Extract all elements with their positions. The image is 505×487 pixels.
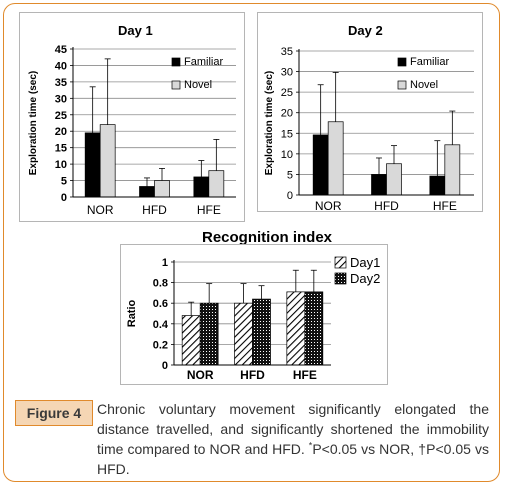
legend-label: Day1 xyxy=(350,255,380,270)
bar-familiar xyxy=(429,175,446,196)
y-tick-label: 35 xyxy=(55,77,67,89)
x-tick-label: HFE xyxy=(433,199,457,213)
y-tick-label: 0 xyxy=(287,190,293,202)
caption-sup-star: * xyxy=(308,440,313,451)
legend-swatch xyxy=(397,80,407,90)
bar-familiar xyxy=(312,134,329,196)
y-tick-label: 45 xyxy=(55,44,67,56)
y-tick-label: 0.6 xyxy=(153,298,168,310)
y-tick-label: 25 xyxy=(55,110,67,122)
x-tick-label: HFE xyxy=(293,368,317,382)
y-tick-label: 25 xyxy=(281,87,293,99)
legend-label: Novel xyxy=(410,79,438,91)
y-tick-label: 10 xyxy=(55,159,67,171)
chart-day1-panel: Day 1 0 5 10 15 20 25 30 35 40 45 NOR HFD HFE Explora… xyxy=(19,12,245,222)
y-tick-label: 0 xyxy=(162,360,168,372)
chart-day1-title: Day 1 xyxy=(118,23,153,38)
y-tick-label: 20 xyxy=(55,126,67,138)
caption-end: P<0.05 vs HFD. xyxy=(97,441,489,477)
chart-recognition-panel: 0 0.2 0.4 0.6 0.8 1 NOR HFD HFE Ratio Day1 Day2 xyxy=(120,244,388,385)
y-tick-label: 5 xyxy=(61,176,67,188)
bar-day2 xyxy=(252,298,271,366)
y-tick-label: 0.4 xyxy=(153,319,169,331)
x-tick-label: NOR xyxy=(315,199,342,213)
y-tick-label: 10 xyxy=(281,149,293,161)
bar-familiar xyxy=(84,132,101,198)
y-tick-label: 15 xyxy=(281,128,293,140)
legend-label: Familiar xyxy=(410,56,449,68)
x-tick-label: NOR xyxy=(187,368,214,382)
bar-day1 xyxy=(286,291,306,366)
y-tick-label: 20 xyxy=(281,108,293,120)
bar-familiar xyxy=(139,186,155,198)
chart-day1-svg: 0 5 10 15 20 25 30 35 40 45 NOR HFD HFE Exploration t… xyxy=(28,44,236,217)
chart-recognition-title: Recognition index xyxy=(202,229,333,246)
bar-novel xyxy=(154,180,170,198)
figure-caption: Chronic voluntary movement significantly… xyxy=(97,399,489,479)
legend-label: Day2 xyxy=(350,271,380,286)
y-tick-label: 0.8 xyxy=(153,278,168,290)
legend-swatch xyxy=(397,57,407,67)
bar-day2 xyxy=(199,302,219,366)
y-tick-label: 0 xyxy=(61,192,67,204)
bar-day1 xyxy=(181,315,201,366)
legend-label: Novel xyxy=(184,79,212,91)
bar-novel xyxy=(386,163,402,196)
y-tick-label: 35 xyxy=(281,46,293,58)
bar-novel xyxy=(444,144,461,196)
bar-novel xyxy=(327,121,344,196)
bar-day2 xyxy=(304,291,324,366)
y-tick-label: 0.2 xyxy=(153,339,168,351)
caption-mid: P<0.05 vs NOR, xyxy=(312,441,419,457)
bar-day1 xyxy=(234,302,253,366)
legend-swatch xyxy=(334,272,347,285)
caption-dagger: † xyxy=(418,441,427,457)
y-axis-title: Ratio xyxy=(126,299,138,327)
bar-familiar xyxy=(371,174,387,196)
y-tick-label: 30 xyxy=(281,67,293,79)
y-axis-title: Exploration time (sec) xyxy=(28,71,39,175)
caption-text: Chronic voluntary movement significantly… xyxy=(97,401,489,457)
y-tick-label: 30 xyxy=(55,93,67,105)
y-tick-label: 1 xyxy=(162,257,168,269)
chart-day2-svg: 0 5 10 15 20 25 30 35 NOR HFD HFE Exploration time … xyxy=(264,46,474,213)
legend-label: Familiar xyxy=(184,56,223,68)
x-tick-label: HFD xyxy=(374,199,399,213)
x-tick-label: HFD xyxy=(142,203,167,217)
y-tick-label: 5 xyxy=(287,169,293,181)
legend-swatch xyxy=(171,57,181,67)
chart-day2-title: Day 2 xyxy=(348,23,383,38)
chart-day2-panel: Day 2 0 5 10 15 20 25 30 35 NOR HFD HFE Exploration… xyxy=(257,12,483,213)
bar-familiar xyxy=(193,176,210,198)
bar-novel xyxy=(208,170,225,198)
figure-label: Figure 4 xyxy=(15,400,93,426)
legend-swatch xyxy=(334,256,347,269)
y-tick-label: 15 xyxy=(55,143,67,155)
bar-novel xyxy=(99,124,116,198)
legend-swatch xyxy=(171,80,181,90)
x-tick-label: HFE xyxy=(197,203,221,217)
x-tick-label: HFD xyxy=(240,368,265,382)
y-tick-label: 40 xyxy=(55,60,67,72)
x-tick-label: NOR xyxy=(87,203,114,217)
y-axis-title: Exploration time (sec) xyxy=(264,71,275,175)
